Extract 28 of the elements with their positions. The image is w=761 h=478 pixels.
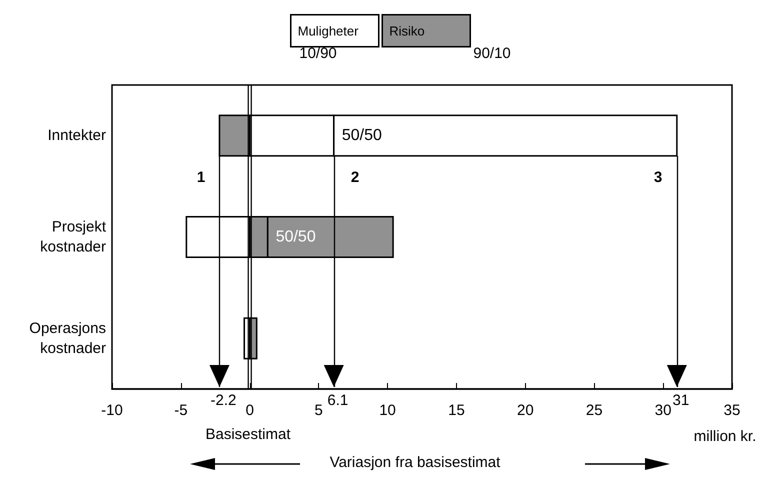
x-axis-title: Variasjon fra basisestimat xyxy=(330,454,502,471)
x-tick-label: 30 xyxy=(654,402,672,419)
x-tick-label: 5 xyxy=(314,402,323,419)
y-tick-label: Inntekter xyxy=(48,127,106,144)
text: Basisestimat xyxy=(205,426,292,443)
x-tick-label: 25 xyxy=(586,402,603,419)
x-tick-label: -10 xyxy=(101,402,123,419)
annotation: 50/50 xyxy=(276,228,316,246)
text: 10/90 xyxy=(299,45,337,62)
x-tick-label: 20 xyxy=(516,402,534,419)
text: million kr. xyxy=(694,428,756,445)
x-tick-label: -5 xyxy=(174,402,188,419)
y-tick-label: Prosjekt kostnader xyxy=(40,218,107,256)
x-tick-label: 0 xyxy=(246,402,254,419)
ref-line-label: 31 xyxy=(672,392,690,409)
text: 90/10 xyxy=(473,45,511,62)
text: Risiko xyxy=(389,23,425,38)
annotation: 3 xyxy=(654,169,662,186)
x-tick-label: 10 xyxy=(379,402,396,419)
x-tick-label: 35 xyxy=(724,402,740,419)
x-tick-label: 15 xyxy=(448,402,465,419)
text: Muligheter xyxy=(298,23,360,38)
ref-line-label: -2.2 xyxy=(210,392,236,409)
annotation: 50/50 xyxy=(342,127,382,144)
annotation: 2 xyxy=(350,169,360,186)
y-tick-label: Operasjons kostnader xyxy=(29,320,106,357)
annotation: 1 xyxy=(196,169,206,186)
ref-line-label: 6.1 xyxy=(327,392,348,409)
